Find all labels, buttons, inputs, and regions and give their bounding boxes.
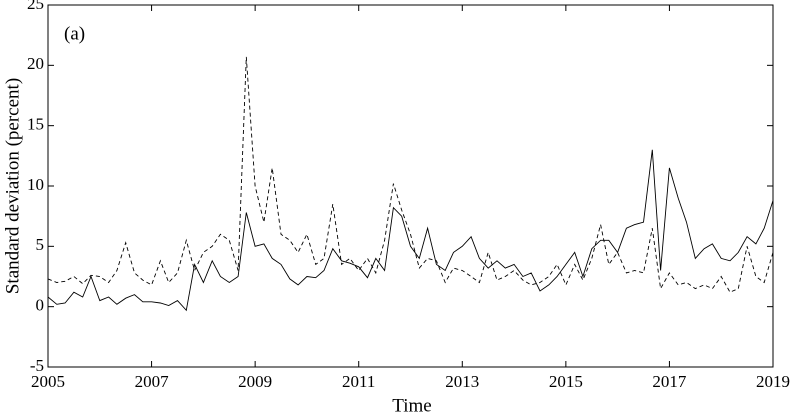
x-tick-label: 2009 — [238, 372, 272, 391]
data-line — [47, 56, 774, 293]
annotation: (a) — [64, 23, 85, 44]
y-tick-label: 5 — [36, 235, 45, 254]
y-axis-label: Standard deviation (percent) — [2, 78, 23, 294]
x-tick-label: 2005 — [31, 372, 65, 391]
plot-frame — [47, 4, 774, 368]
x-axis-label: Time — [392, 395, 431, 415]
y-tick-label: 20 — [27, 54, 44, 73]
y-tick-label: -5 — [30, 356, 44, 375]
x-tick-label: 2019 — [756, 372, 790, 391]
x-tick-label: 2013 — [445, 372, 479, 391]
data-line — [47, 149, 774, 312]
x-tick-label: 2007 — [135, 372, 170, 391]
x-tick-label: 2015 — [549, 372, 583, 391]
x-tick-label: 2011 — [342, 372, 375, 391]
x-tick-label: 2017 — [652, 372, 687, 391]
y-tick-label: 15 — [27, 115, 44, 134]
y-tick-label: 10 — [27, 175, 44, 194]
y-tick-label: 0 — [36, 296, 45, 315]
y-tick-label: 25 — [27, 0, 44, 13]
